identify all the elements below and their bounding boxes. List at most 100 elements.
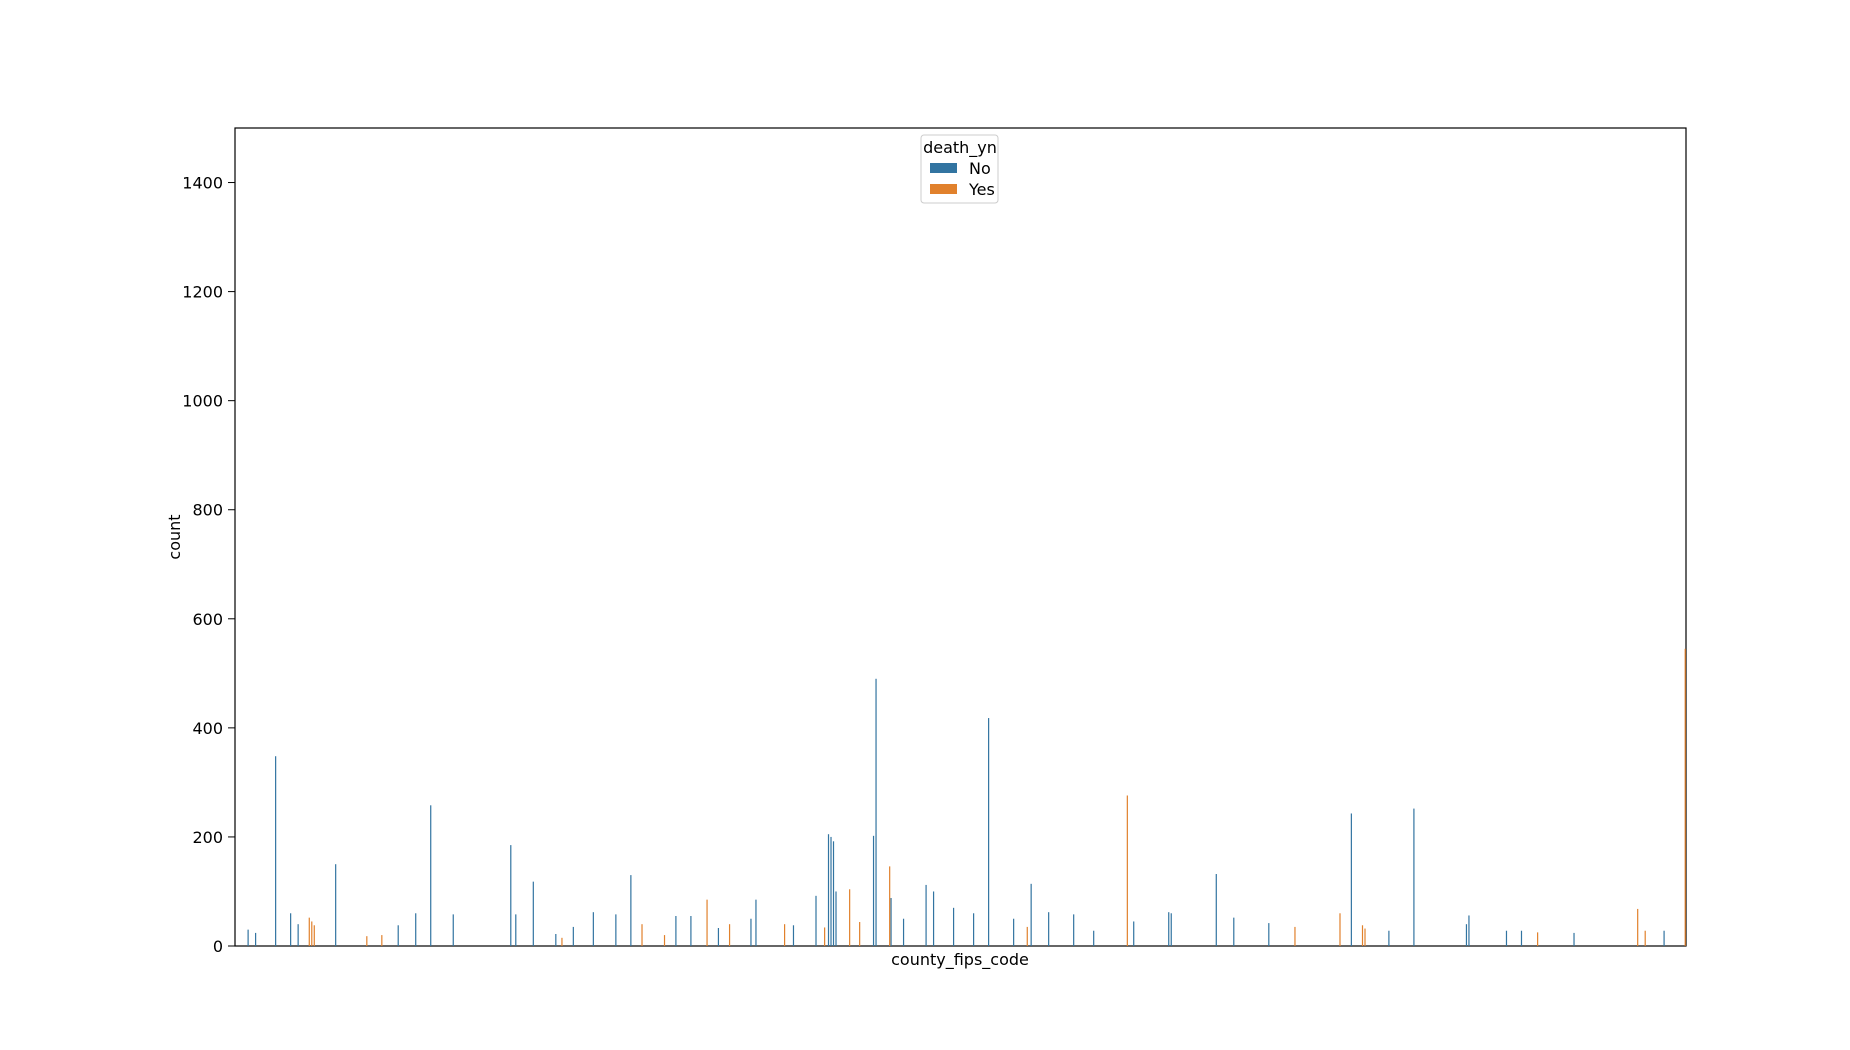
bar-no: [902, 918, 905, 946]
bar-no: [290, 913, 292, 946]
bar-no: [1573, 932, 1575, 946]
bar-yes: [1364, 928, 1366, 946]
bar-yes: [706, 899, 708, 946]
bar-no: [1663, 930, 1665, 946]
bar-yes: [381, 935, 383, 946]
y-tick-label: 1400: [182, 174, 223, 193]
bar-no: [297, 924, 299, 946]
bar-no: [1268, 923, 1270, 946]
bar-no: [1350, 813, 1352, 946]
bar-no: [1133, 921, 1135, 946]
bar-yes: [1294, 926, 1296, 946]
bar-no: [275, 756, 277, 946]
bar-no: [1413, 808, 1415, 946]
bar-yes: [824, 927, 826, 946]
bar-no: [675, 916, 677, 946]
bar-no: [932, 891, 935, 946]
y-tick-label: 600: [192, 610, 223, 629]
bar-no: [1465, 924, 1468, 946]
bar-no: [430, 805, 432, 946]
bar-no: [1520, 930, 1523, 946]
y-tick-label: 0: [213, 937, 223, 956]
bar-no: [1505, 930, 1508, 946]
bar-no: [1093, 930, 1095, 946]
y-tick-label: 400: [192, 719, 223, 738]
bar-no: [832, 841, 835, 946]
bars-group: [247, 648, 1686, 946]
x-axis-label: county_fips_code: [891, 950, 1029, 970]
bar-no: [1388, 930, 1390, 946]
bar-no: [835, 891, 837, 946]
bar-yes: [849, 889, 851, 946]
y-tick-label: 200: [192, 828, 223, 847]
bar-no: [415, 913, 417, 946]
bar-no: [988, 718, 990, 946]
bar-no: [255, 932, 257, 946]
bar-no: [1170, 913, 1172, 946]
bar-yes: [1684, 648, 1686, 946]
bar-no: [830, 836, 832, 946]
y-tick-label: 1000: [182, 392, 223, 411]
y-tick-label: 1200: [182, 283, 223, 302]
bar-no: [1168, 912, 1170, 946]
bar-yes: [366, 936, 368, 946]
bar-no: [875, 678, 877, 946]
bar-no: [815, 895, 817, 946]
bar-no: [630, 875, 632, 946]
bar-no: [872, 835, 875, 946]
bar-no: [690, 916, 692, 946]
bar-no: [890, 898, 892, 946]
bar-yes: [1637, 908, 1639, 946]
bar-yes: [784, 924, 786, 946]
bar-no: [1013, 918, 1015, 946]
bar-no: [717, 928, 720, 946]
bar-yes: [1126, 795, 1128, 946]
bar-yes: [641, 924, 643, 946]
bar-no: [247, 929, 249, 946]
bar-no: [572, 926, 574, 946]
legend-swatch-no: [930, 163, 957, 173]
legend-title: death_yn: [923, 138, 997, 158]
plot-frame: [234, 127, 1687, 947]
bar-yes: [561, 937, 563, 946]
bar-yes: [1339, 913, 1341, 946]
bar-no: [1233, 917, 1235, 946]
bar-yes: [1644, 930, 1646, 946]
bar-no: [532, 881, 534, 946]
bar-no: [925, 884, 927, 946]
legend-swatch-yes: [930, 184, 957, 194]
bar-no: [1030, 883, 1032, 946]
legend: death_yn No Yes: [920, 134, 999, 204]
legend-label-yes: Yes: [968, 180, 995, 199]
bar-no: [510, 845, 512, 946]
bar-yes: [889, 866, 891, 946]
bar-yes: [308, 917, 310, 946]
bar-no: [592, 912, 594, 946]
bar-yes: [313, 925, 315, 946]
bar-no: [515, 914, 517, 946]
bar-no: [615, 914, 617, 946]
bar-no: [452, 914, 454, 946]
bar-yes: [663, 935, 666, 946]
bar-yes: [1361, 925, 1364, 946]
bar-no: [750, 918, 752, 946]
bar-no: [827, 834, 830, 946]
bar-no: [1468, 915, 1470, 946]
bar-yes: [1026, 926, 1028, 946]
bar-no: [755, 899, 757, 946]
y-axis: 0 200 400 600 800 1000 1200 1400: [182, 174, 235, 956]
bar-no: [335, 864, 337, 946]
bar-no: [792, 925, 795, 946]
y-tick-label: 800: [192, 501, 223, 520]
legend-label-no: No: [969, 159, 991, 178]
bar-no: [1215, 874, 1217, 946]
bar-no: [397, 925, 399, 946]
bar-no: [973, 913, 975, 946]
y-axis-label: count: [165, 514, 184, 559]
bar-no: [952, 907, 955, 946]
bar-no: [555, 934, 557, 946]
bar-yes: [311, 921, 313, 946]
bar-yes: [859, 922, 861, 946]
bar-no: [1048, 912, 1050, 946]
